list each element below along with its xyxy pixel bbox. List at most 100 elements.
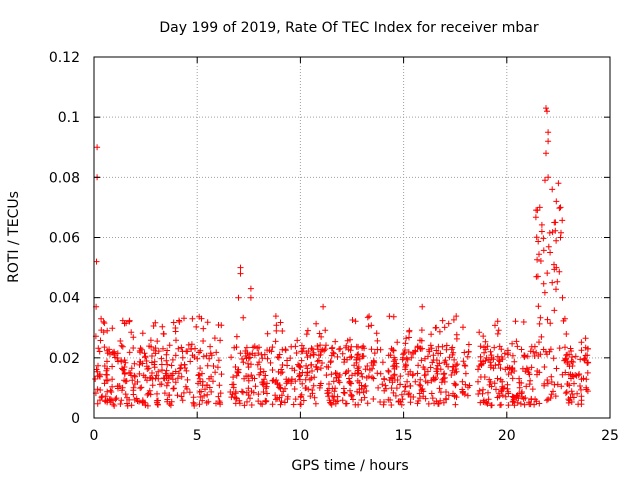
data-point	[235, 294, 242, 301]
data-point	[554, 278, 561, 285]
data-point	[464, 392, 471, 399]
data-point	[101, 380, 108, 387]
data-point	[229, 391, 236, 398]
data-point	[358, 397, 365, 403]
data-point	[450, 364, 457, 370]
x-tick-labels: 0 5 10 15 20 25	[90, 428, 619, 444]
data-point	[353, 354, 360, 361]
data-point	[332, 370, 339, 376]
data-point	[264, 330, 271, 337]
data-point	[284, 396, 291, 402]
data-point	[381, 376, 388, 383]
data-point	[407, 368, 414, 375]
data-point	[349, 372, 355, 379]
data-point	[237, 270, 244, 277]
data-point	[529, 386, 536, 393]
data-point	[235, 369, 242, 376]
data-point	[371, 350, 378, 357]
data-point	[327, 399, 334, 406]
data-point	[294, 337, 301, 344]
data-point	[146, 387, 153, 394]
data-point	[383, 385, 389, 392]
data-point	[465, 349, 472, 355]
data-point	[477, 358, 484, 364]
data-point	[578, 393, 585, 400]
data-point	[498, 354, 505, 360]
data-point	[197, 365, 204, 372]
data-point	[511, 402, 518, 409]
data-point	[391, 371, 398, 378]
data-point	[308, 345, 315, 352]
data-point	[582, 344, 589, 351]
data-point	[284, 357, 291, 364]
data-point	[281, 399, 288, 406]
data-point	[416, 381, 423, 388]
data-point	[119, 317, 126, 324]
data-point	[406, 328, 413, 335]
axis-frame	[93, 56, 611, 419]
data-point	[476, 387, 483, 394]
data-point	[245, 373, 251, 380]
data-point	[289, 365, 296, 372]
data-point	[453, 313, 460, 320]
data-point	[182, 365, 188, 371]
data-point	[168, 362, 175, 369]
data-point	[149, 382, 156, 389]
data-point	[430, 374, 437, 381]
data-point	[549, 279, 556, 286]
data-point	[217, 337, 224, 344]
data-point	[217, 390, 224, 397]
data-point	[454, 361, 461, 368]
y-tick-label: 0.08	[49, 170, 80, 186]
data-point	[517, 400, 524, 407]
data-point	[536, 251, 542, 258]
data-point	[427, 364, 434, 371]
data-point	[112, 396, 119, 403]
data-point	[339, 397, 346, 404]
data-point	[385, 367, 392, 374]
data-point	[364, 400, 371, 407]
data-point	[240, 314, 247, 321]
data-point	[562, 390, 569, 397]
data-point	[523, 365, 530, 372]
data-point	[493, 386, 499, 393]
data-point	[126, 317, 133, 324]
data-point	[298, 357, 305, 364]
data-point	[460, 388, 467, 395]
data-point	[342, 370, 349, 377]
data-point	[232, 400, 239, 407]
data-point	[214, 364, 221, 371]
data-point	[462, 363, 469, 369]
data-point	[190, 394, 197, 401]
data-point	[341, 390, 348, 397]
data-point	[340, 389, 347, 396]
data-point	[255, 398, 262, 405]
data-point	[364, 314, 371, 321]
data-point	[408, 354, 415, 361]
data-point	[245, 360, 251, 367]
data-point	[418, 357, 425, 364]
data-point	[207, 343, 214, 350]
data-point	[188, 341, 195, 348]
data-point	[233, 372, 240, 379]
data-point	[174, 375, 181, 382]
data-point	[497, 365, 504, 372]
data-point	[487, 378, 494, 385]
data-point	[428, 390, 435, 397]
data-point	[526, 401, 533, 408]
data-point	[315, 357, 322, 364]
data-point	[553, 198, 560, 205]
data-point	[269, 344, 276, 351]
data-point	[347, 387, 353, 394]
data-point	[124, 402, 131, 409]
data-point	[494, 318, 501, 325]
data-point	[355, 370, 362, 376]
data-point	[402, 366, 409, 373]
data-point	[514, 343, 521, 350]
data-point	[273, 327, 280, 334]
data-point	[460, 358, 467, 365]
data-point	[356, 355, 363, 362]
data-point	[578, 339, 585, 346]
data-point	[206, 355, 213, 362]
